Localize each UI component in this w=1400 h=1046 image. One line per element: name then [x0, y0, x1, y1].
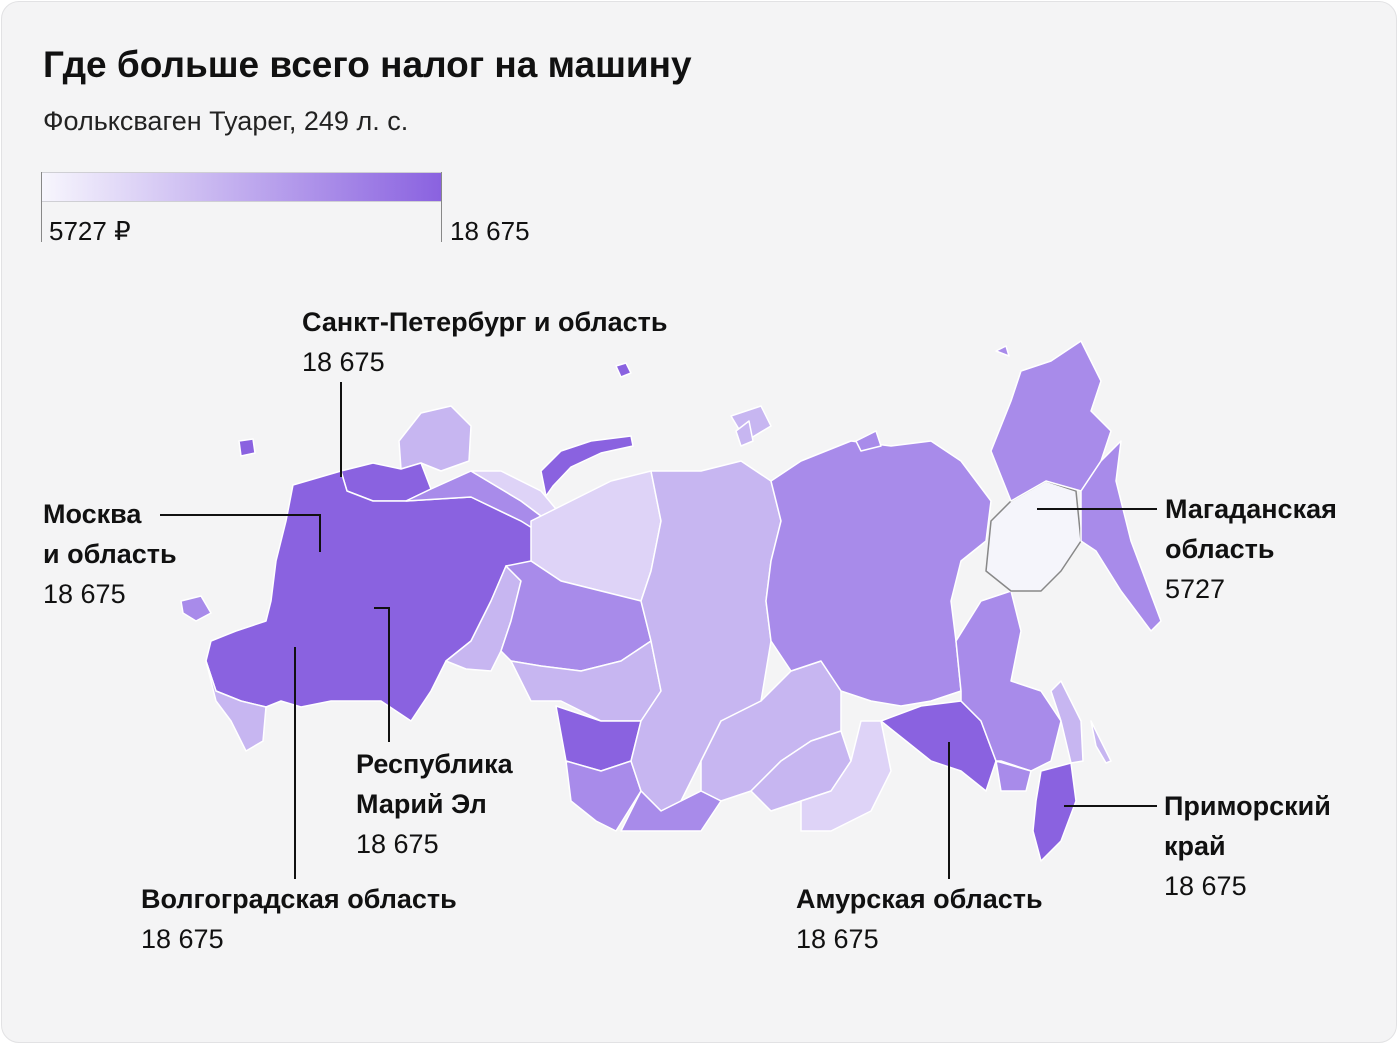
label-volgograd-name: Волгоградская область: [141, 884, 457, 914]
color-legend: 5727 ₽ 18 675: [41, 172, 530, 246]
leader-line-moscow-h: [160, 514, 320, 516]
label-amur: Амурская область 18 675: [796, 879, 1043, 959]
leader-line-spb: [340, 382, 342, 477]
region-primorsky: [1032, 762, 1077, 862]
region-tyva: [620, 790, 722, 832]
region-novaya-zemlya: [540, 435, 634, 497]
legend-min-label: 5727 ₽: [49, 216, 131, 246]
region-murmansk: [398, 405, 472, 472]
region-kamchatka: [1080, 440, 1162, 632]
label-amur-value: 18 675: [796, 924, 879, 954]
label-volgograd: Волгоградская область 18 675: [141, 879, 457, 959]
leader-line-volgograd: [294, 647, 296, 879]
leader-line-moscow-v: [319, 514, 321, 552]
label-moscow-name-line1: Москва: [43, 499, 142, 529]
leader-line-magadan: [1037, 508, 1157, 510]
leader-line-primorsky: [1064, 805, 1157, 807]
leader-line-mari-v: [388, 607, 390, 742]
region-kuril: [1090, 720, 1112, 764]
chart-subtitle: Фольксваген Туарег, 249 л. с.: [43, 106, 409, 136]
label-moscow: Москва и область 18 675: [43, 494, 177, 614]
region-yakutia: [765, 440, 992, 707]
label-mari-el-value: 18 675: [356, 829, 439, 859]
region-chukotka: [990, 340, 1112, 502]
region-wrangel: [995, 345, 1010, 357]
region-severnaya-zemlya: [735, 420, 754, 447]
region-new-siberian: [855, 430, 882, 452]
legend-max-label: 18 675: [450, 216, 530, 246]
label-spb: Санкт-Петербург и область 18 675: [302, 302, 668, 382]
region-sakhalin: [1050, 680, 1084, 764]
chart-title: Где больше всего налог на машину: [43, 44, 692, 85]
region-caucasus: [205, 660, 267, 752]
label-magadan: Магаданская область 5727: [1165, 489, 1337, 609]
label-primorsky-name-line2: край: [1164, 831, 1226, 861]
label-mari-el-name-line1: Республика: [356, 749, 513, 779]
label-mari-el-name-line2: Марий Эл: [356, 789, 487, 819]
label-primorsky-value: 18 675: [1164, 871, 1247, 901]
legend-tick-max: [441, 172, 442, 242]
legend-gradient-bar: [41, 172, 442, 202]
label-magadan-name-line2: область: [1165, 534, 1275, 564]
label-mari-el: Республика Марий Эл 18 675: [356, 744, 513, 864]
leader-line-mari-h: [374, 607, 390, 609]
region-khabarovsk: [955, 590, 1062, 772]
leader-line-amur: [948, 742, 950, 879]
region-amur: [880, 700, 997, 792]
label-primorsky-name-line1: Приморский: [1164, 791, 1331, 821]
label-spb-value: 18 675: [302, 347, 385, 377]
region-altai: [565, 760, 642, 832]
label-moscow-name-line2: и область: [43, 539, 177, 569]
label-amur-name: Амурская область: [796, 884, 1043, 914]
label-spb-name: Санкт-Петербург и область: [302, 307, 668, 337]
legend-tick-min: [41, 172, 42, 242]
region-jewish-ao: [995, 760, 1032, 792]
region-franz-josef: [615, 362, 632, 378]
label-primorsky: Приморский край 18 675: [1164, 786, 1331, 906]
label-magadan-value: 5727: [1165, 574, 1226, 604]
label-moscow-value: 18 675: [43, 579, 126, 609]
region-south: [180, 595, 212, 622]
region-zabaikalsky: [800, 720, 892, 832]
label-magadan-name-line1: Магаданская: [1165, 494, 1337, 524]
region-kaliningrad: [238, 438, 256, 457]
region-magadan: [985, 480, 1082, 592]
label-volgograd-value: 18 675: [141, 924, 224, 954]
